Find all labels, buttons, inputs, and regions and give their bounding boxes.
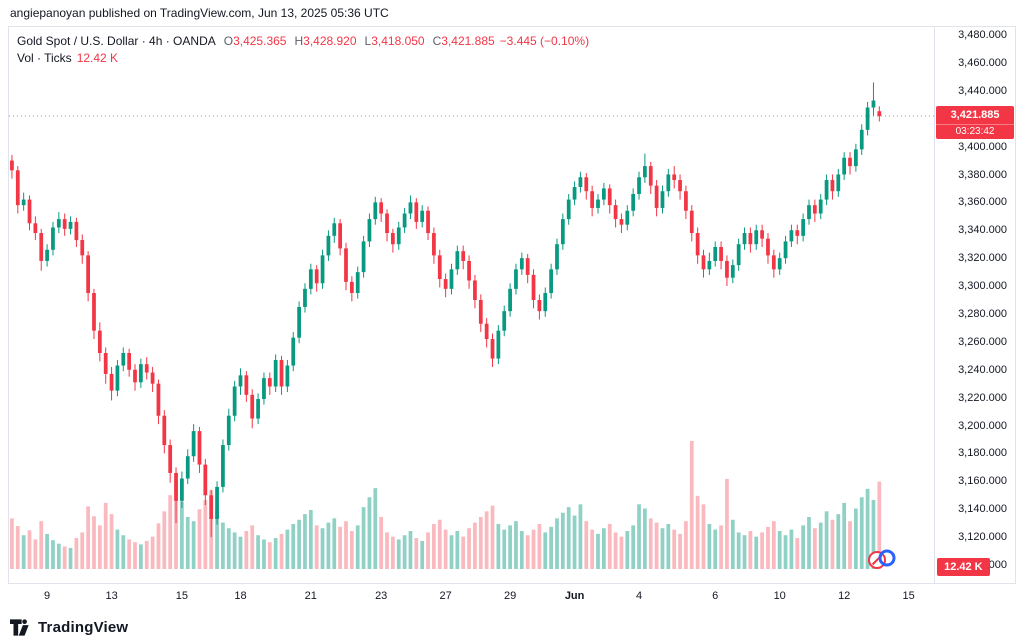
volume-title[interactable]: Vol · Ticks [17,51,72,65]
ohlc-low: L3,418.050 [364,34,425,48]
time-axis-label: 18 [234,590,247,602]
time-axis-label: 13 [105,590,118,602]
price-axis-label: 3,400.000 [958,140,1007,153]
tradingview-logo-icon[interactable] [10,618,31,636]
price-axis-label: 3,180.000 [958,447,1007,460]
bar-countdown: 03:23:42 [936,124,1014,139]
time-axis-label: 27 [439,590,452,602]
time-axis[interactable]: 9 13 15 18 21 23 27 29 Jun 4 6 10 12 15 [8,584,1016,610]
time-axis-label: 21 [304,590,317,602]
price-axis[interactable]: 3,421.885 03:23:42 12.42 K 3,480.000 3,46… [934,27,1015,583]
time-axis-label: 6 [712,590,719,602]
time-axis-label: 10 [773,590,786,602]
price-axis-label: 3,460.000 [958,56,1007,69]
volume-value: 12.42 K [76,51,119,65]
symbol-title[interactable]: Gold Spot / U.S. Dollar · 4h · OANDA [17,34,216,48]
attribution-text: angiepanoyan published on TradingView.co… [10,6,389,20]
price-axis-label: 3,220.000 [958,391,1007,404]
ohlc-open: O3,425.365 [223,34,287,48]
time-axis-label: 4 [635,590,643,602]
price-axis-label: 3,380.000 [958,168,1007,181]
price-axis-label: 3,200.000 [958,419,1007,432]
price-axis-label: 3,160.000 [958,475,1007,488]
candlestick-chart[interactable] [9,27,935,581]
time-axis-label: 12 [838,590,851,602]
price-axis-label: 3,120.000 [958,531,1007,544]
time-axis-label: 23 [375,590,388,602]
last-price-value: 3,421.885 [950,109,1000,122]
price-axis-label: 3,260.000 [958,335,1007,348]
time-axis-label: Jun [564,590,585,602]
price-axis-label: 3,280.000 [958,307,1007,320]
price-change: −3.445 (−0.10%) [499,34,590,48]
ohlc-high: H3,428.920 [294,34,357,48]
time-axis-label: 29 [503,590,517,602]
attribution-bar: angiepanoyan published on TradingView.co… [0,0,1024,26]
chart-window: Gold Spot / U.S. Dollar · 4h · OANDA O3,… [8,26,1016,584]
price-axis-label: 3,140.000 [958,503,1007,516]
price-axis-label: 3,300.000 [958,280,1007,293]
price-axis-label: 3,340.000 [958,224,1007,237]
price-axis-label: 3,360.000 [958,196,1007,209]
price-axis-label: 3,240.000 [958,363,1007,376]
footer-bar: TradingView [0,610,1024,644]
price-axis-label: 3,440.000 [958,84,1007,97]
last-price-badge: 3,421.885 03:23:42 [936,106,1014,140]
tradingview-wordmark[interactable]: TradingView [38,618,129,636]
volume-badge: 12.42 K [937,558,990,576]
price-axis-label: 3,480.000 [958,29,1007,41]
time-axis-label: 9 [44,590,51,602]
time-axis-label: 15 [902,590,915,602]
legend-volume-row: Vol · Ticks 12.42 K [17,50,589,67]
ohlc-close: C3,421.885 [432,34,495,48]
legend-symbol-row: Gold Spot / U.S. Dollar · 4h · OANDA O3,… [17,33,589,50]
chart-pane[interactable]: Gold Spot / U.S. Dollar · 4h · OANDA O3,… [9,27,935,581]
price-axis-label: 3,320.000 [958,252,1007,265]
provider-badge-icon [867,547,897,576]
chart-legend: Gold Spot / U.S. Dollar · 4h · OANDA O3,… [17,33,589,67]
time-axis-label: 15 [175,590,189,602]
